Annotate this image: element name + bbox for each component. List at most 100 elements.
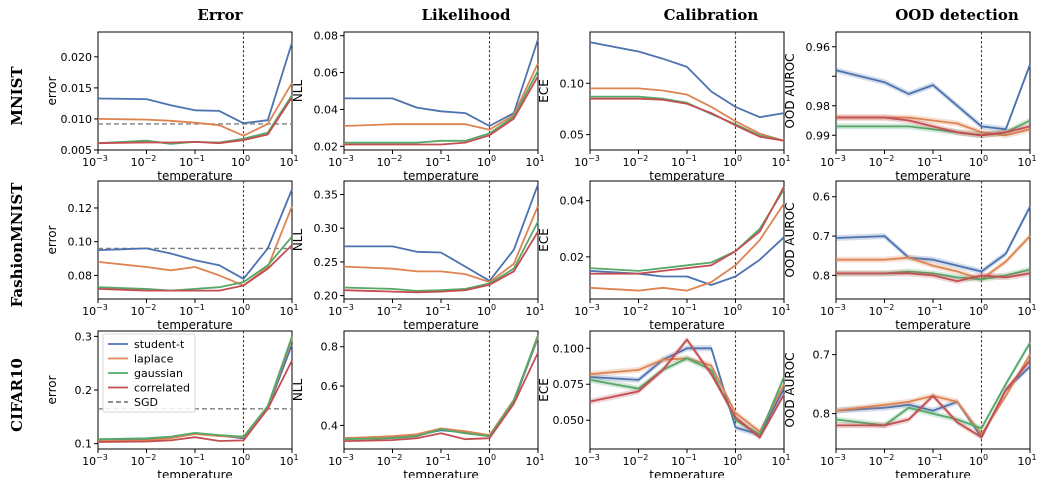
plot-frame xyxy=(97,180,293,300)
x-tick-label: 101 xyxy=(1017,453,1036,468)
x-axis-label: temperature xyxy=(403,318,478,332)
y-tick-label: 0.075 xyxy=(553,378,585,391)
x-tick-label: 101 xyxy=(279,154,298,169)
legend-label-gaussian: gaussian xyxy=(134,367,183,380)
y-tick-label: 0.98 xyxy=(806,100,831,113)
series-band-student-t xyxy=(836,61,1030,133)
chart-panel-mnist-nll: 0.02 0.04 0.06 0.08 10−3 10−2 10−1 100 101 temper… xyxy=(291,30,545,183)
x-tick-label: 10−1 xyxy=(917,453,943,468)
series-line-laplace xyxy=(97,205,293,287)
column-title-likelihood: Likelihood xyxy=(422,6,511,24)
x-tick-label: 101 xyxy=(279,303,298,318)
y-axis-label: error xyxy=(45,225,59,254)
x-tick-label: 10−3 xyxy=(82,303,108,318)
x-tick-label: 10−2 xyxy=(377,453,403,468)
x-axis-label: temperature xyxy=(649,468,724,478)
chart-panel-mnist-error: 0.005 0.010 0.015 0.020 10−3 10−2 10−1 100 101 te… xyxy=(45,31,299,183)
x-tick-label: 10−2 xyxy=(377,154,403,169)
series-line-student-t xyxy=(589,236,785,286)
x-tick-label: 10−1 xyxy=(179,303,205,318)
y-tick-label: 0.08 xyxy=(314,30,339,43)
series-line-correlated xyxy=(343,352,539,442)
x-tick-label: 10−1 xyxy=(425,453,451,468)
y-tick-label: 0.2 xyxy=(75,384,93,397)
series-line-student-t xyxy=(835,206,1031,273)
y-tick-label: 0.30 xyxy=(314,222,339,235)
y-axis-label: OOD AUROC xyxy=(783,202,797,277)
series-line-correlated xyxy=(97,96,293,145)
y-tick-label: 0.020 xyxy=(61,51,93,64)
x-tick-label: 10−2 xyxy=(869,303,895,318)
plot-frame xyxy=(343,330,539,450)
chart-panel-fmnist-ood: 0.6 0.7 0.8 10−3 10−2 10−1 100 101 temperature OO… xyxy=(783,180,1037,332)
x-tick-label: 10−3 xyxy=(820,303,846,318)
series-line-laplace xyxy=(343,205,539,284)
series-band-correlated xyxy=(836,357,1030,441)
x-tick-label: 100 xyxy=(723,154,742,169)
plot-frame xyxy=(589,180,785,300)
chart-panel-cifar-ece: 0.050 0.075 0.100 10−3 10−2 10−1 100 101 tempera… xyxy=(537,330,791,478)
x-axis-label: temperature xyxy=(403,468,478,478)
x-tick-label: 10−3 xyxy=(328,303,354,318)
x-tick-label: 100 xyxy=(969,453,988,468)
y-tick-label: 0.12 xyxy=(68,202,93,215)
series-line-correlated xyxy=(97,360,293,443)
y-tick-label: 0.20 xyxy=(314,290,339,303)
x-tick-label: 101 xyxy=(525,154,544,169)
y-axis-label: NLL xyxy=(291,379,305,402)
column-title-calibration: Calibration xyxy=(664,6,759,24)
y-tick-label: 0.1 xyxy=(75,438,93,451)
series-line-correlated xyxy=(343,231,539,294)
y-tick-label: 0.4 xyxy=(321,419,339,432)
y-axis-label: ECE xyxy=(537,79,551,103)
series-line-gaussian xyxy=(835,342,1031,430)
x-tick-label: 101 xyxy=(279,453,298,468)
column-title-ood-detection: OOD detection xyxy=(895,6,1019,24)
x-tick-label: 10−3 xyxy=(328,154,354,169)
x-tick-label: 10−1 xyxy=(425,303,451,318)
series-line-gaussian xyxy=(343,221,539,292)
plot-frame xyxy=(835,330,1031,450)
series-line-gaussian xyxy=(589,188,785,272)
row-title-fashionmnist: FashionMNIST xyxy=(8,182,26,308)
x-tick-label: 10−3 xyxy=(574,154,600,169)
y-tick-label: 0.6 xyxy=(813,191,831,204)
y-tick-label: 0.06 xyxy=(314,67,339,80)
series-line-student-t xyxy=(835,64,1031,131)
x-tick-label: 10−3 xyxy=(574,453,600,468)
x-axis-label: temperature xyxy=(895,318,970,332)
x-tick-label: 10−3 xyxy=(820,154,846,169)
x-tick-label: 100 xyxy=(231,453,250,468)
legend-label-laplace: laplace xyxy=(134,353,174,366)
y-tick-label: 0.08 xyxy=(68,269,93,282)
y-tick-label: 0.99 xyxy=(806,129,831,142)
legend-label-correlated: correlated xyxy=(134,382,190,395)
x-tick-label: 101 xyxy=(525,453,544,468)
x-tick-label: 10−2 xyxy=(623,154,649,169)
series-line-laplace xyxy=(590,87,785,142)
legend-box xyxy=(102,333,196,413)
series-band-laplace xyxy=(836,351,1030,438)
chart-panel-fmnist-ece: 0.02 0.04 10−3 10−2 10−1 100 101 temperature ECE xyxy=(537,180,791,332)
y-tick-label: 0.8 xyxy=(813,408,831,421)
x-tick-label: 10−3 xyxy=(820,453,846,468)
y-tick-label: 0.6 xyxy=(321,380,339,393)
series-line-laplace xyxy=(589,203,785,292)
series-line-laplace xyxy=(589,357,785,433)
x-tick-label: 10−3 xyxy=(82,453,108,468)
y-tick-label: 0.02 xyxy=(314,140,339,153)
y-tick-label: 0.96 xyxy=(806,41,831,54)
series-band-gaussian xyxy=(836,117,1030,139)
x-tick-label: 100 xyxy=(477,453,496,468)
series-band-laplace xyxy=(836,233,1030,283)
x-tick-label: 100 xyxy=(477,303,496,318)
chart-panel-cifar-ood: 0.7 0.8 10−3 10−2 10−1 100 101 temperature OOD A… xyxy=(783,330,1037,478)
series-line-laplace xyxy=(343,62,539,131)
x-tick-label: 10−1 xyxy=(917,154,943,169)
series-band-correlated xyxy=(590,336,784,441)
y-tick-label: 0.7 xyxy=(813,349,831,362)
y-axis-label: ECE xyxy=(537,228,551,252)
series-line-student-t xyxy=(589,41,785,119)
series-line-laplace xyxy=(836,235,1031,281)
